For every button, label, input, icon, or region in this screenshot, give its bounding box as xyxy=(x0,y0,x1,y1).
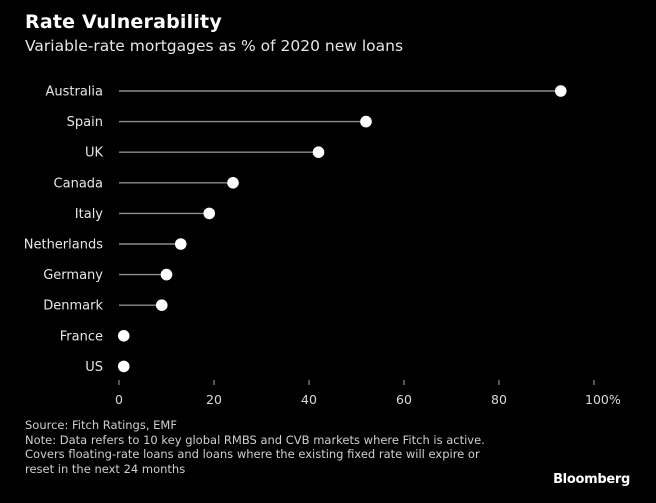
x-tick-label: 80 xyxy=(491,392,507,407)
data-point xyxy=(360,115,372,128)
data-point xyxy=(554,85,567,97)
source-note: Source: Fitch Ratings, EMF xyxy=(25,418,177,432)
note-line: Covers floating-rate loans and loans whe… xyxy=(25,447,480,461)
category-label: UK xyxy=(85,146,104,161)
data-point xyxy=(117,330,130,342)
dot-plot: 0 20 40 60 80 100% Australia Spain UK Canada Italy… xyxy=(24,85,621,408)
chart-title: Rate Vulnerability xyxy=(25,11,222,33)
category-label: Australia xyxy=(45,85,103,100)
x-tick-label: 40 xyxy=(301,392,317,407)
data-point xyxy=(155,299,168,312)
category-label: Canada xyxy=(54,176,103,191)
x-tick-label: 60 xyxy=(396,392,412,407)
x-tick-label: 100% xyxy=(585,392,621,407)
category-label: Spain xyxy=(67,115,103,130)
data-point xyxy=(227,177,239,189)
category-label: US xyxy=(85,360,103,375)
category-label: Netherlands xyxy=(24,238,103,253)
category-label: Germany xyxy=(43,268,103,283)
data-point xyxy=(203,207,216,220)
chart-subtitle: Variable-rate mortgages as % of 2020 new… xyxy=(25,37,404,55)
x-tick-label: 0 xyxy=(115,392,123,407)
data-point xyxy=(312,146,325,158)
data-point xyxy=(174,238,187,250)
note-line: Note: Data refers to 10 key global RMBS … xyxy=(25,432,485,447)
category-label: Denmark xyxy=(43,299,103,314)
bloomberg-logo: Bloomberg xyxy=(553,472,630,487)
footnotes: Source: Fitch Ratings, EMF Note: Data re… xyxy=(25,418,545,476)
note-line: reset in the next 24 months xyxy=(25,461,186,476)
category-label: France xyxy=(60,329,103,344)
category-label: Italy xyxy=(75,207,104,222)
data-point xyxy=(160,268,173,281)
data-point xyxy=(117,360,130,373)
x-tick-label: 20 xyxy=(206,392,222,407)
